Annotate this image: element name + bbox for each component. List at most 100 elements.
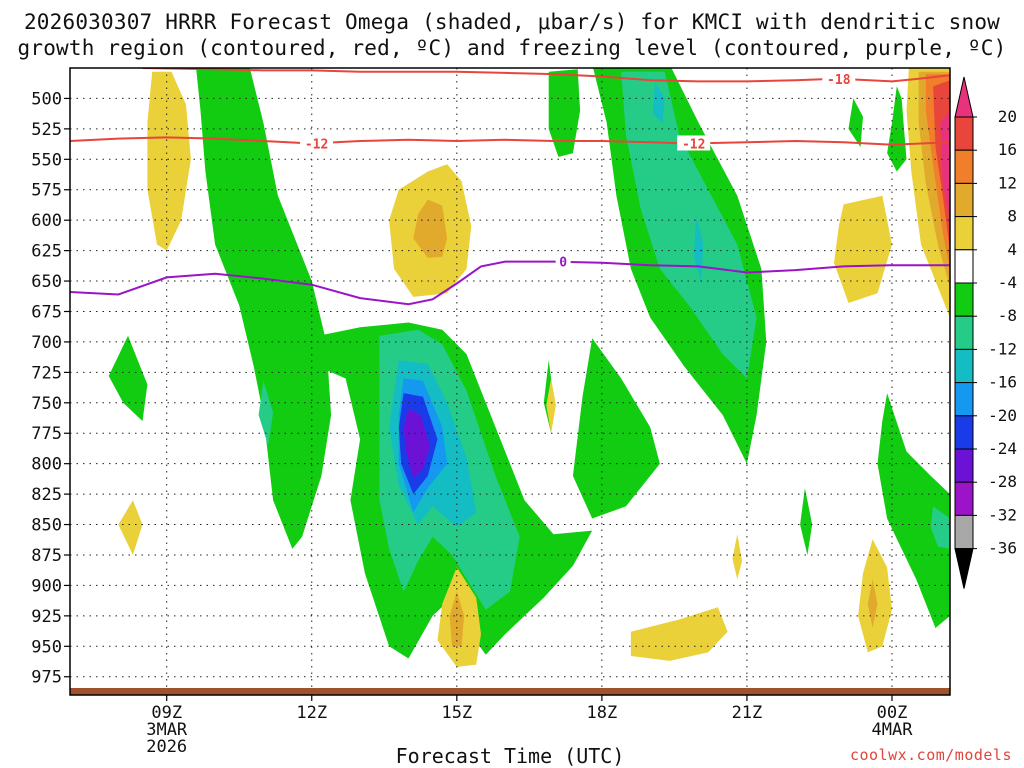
colorbar: 20 16 12 8 4 -4 -8 -12 -16 -20 -24 -28 -32 -36 <box>954 76 1017 589</box>
colorbar-top-arrow <box>954 76 974 118</box>
omega-region-yellow-sliver-17z <box>546 378 556 434</box>
y-tick-label-800: 800 <box>31 455 62 475</box>
colorbar-segment-8 <box>954 348 974 384</box>
omega-region-magenta-right-edge <box>940 110 950 221</box>
colorbar-segment-2 <box>954 149 974 184</box>
colorbar-segment-1 <box>954 116 974 151</box>
contour-label-bg <box>300 135 334 151</box>
colorbar-label--36: -36 <box>988 539 1017 558</box>
y-tick-label-850: 850 <box>31 516 62 536</box>
y-tick-label-925: 925 <box>31 607 62 627</box>
x-tick-label-09Z: 09Z <box>151 703 182 723</box>
contour-label-bg <box>822 70 856 86</box>
omega-region-yellow-left <box>147 71 191 251</box>
x-tick-year-09Z: 2026 <box>146 737 187 757</box>
contour-freezing_level <box>70 260 950 306</box>
y-axis: 500 525 550 575 600 625 650 675 700 725 750 775 800 8… <box>31 89 70 688</box>
contour-label-text: -12 <box>305 137 328 152</box>
colorbar-segment-6 <box>954 282 974 317</box>
plot-frame <box>69 67 951 696</box>
omega-shaded-layer <box>108 68 950 667</box>
colorbar-segment-13 <box>954 514 974 550</box>
colorbar-segment-10 <box>954 415 974 450</box>
colorbar-label-16: 16 <box>998 140 1017 159</box>
colorbar-label--32: -32 <box>988 505 1017 524</box>
omega-region-yellow-right-mid <box>834 195 892 303</box>
omega-region-teal-big-right <box>621 71 757 379</box>
omega-region-green-small-left <box>108 335 148 422</box>
contour-label-text: -18 <box>827 73 851 88</box>
contour-label-dgz_minus12-1: -12 <box>677 135 711 152</box>
y-tick-label-600: 600 <box>31 211 62 231</box>
colorbar-label--20: -20 <box>988 406 1017 425</box>
chart-title-line-1: 2026030307 HRRR Forecast Omega (shaded, … <box>23 10 1001 34</box>
omega-region-teal-left-spot <box>258 380 274 446</box>
colorbar-label-8: 8 <box>1007 207 1017 226</box>
grid-layer <box>70 68 950 695</box>
colorbar-label--28: -28 <box>988 472 1017 491</box>
colorbar-segment-5 <box>954 249 974 284</box>
x-tick-label-00Z: 00Z <box>877 703 908 723</box>
contour-label-bg <box>555 253 571 269</box>
colorbar-segment-3 <box>954 182 974 218</box>
watermark: coolwx.com/models <box>849 746 1012 764</box>
x-tick-sublabel-00Z: 4MAR <box>872 720 914 740</box>
x-tick-label-15Z: 15Z <box>441 703 472 723</box>
y-tick-label-775: 775 <box>31 424 62 444</box>
x-axis-title: Forecast Time (UTC) <box>395 744 625 768</box>
y-tick-label-525: 525 <box>31 120 62 140</box>
colorbar-segment-12 <box>954 481 974 516</box>
omega-region-purple-main <box>403 408 431 479</box>
y-tick-label-625: 625 <box>31 242 62 262</box>
omega-region-orange-center <box>413 199 448 258</box>
y-tick-label-550: 550 <box>31 150 62 170</box>
contour-label-text: 0 <box>559 256 567 271</box>
colorbar-label--4: -4 <box>998 273 1017 292</box>
y-tick-label-750: 750 <box>31 394 62 414</box>
contour-label-dgz_minus18-2: -18 <box>822 70 856 88</box>
contour-dgz_minus12 <box>70 136 950 146</box>
colorbar-label-4: 4 <box>1007 240 1017 259</box>
omega-region-cyan-right-lower <box>693 216 704 282</box>
x-tick-label-21Z: 21Z <box>732 703 763 723</box>
colorbar-label-12: 12 <box>998 173 1017 192</box>
omega-region-green-small-22z-upper <box>848 98 863 148</box>
chart-title-line-2: growth region (contoured, red, ºC) and f… <box>17 36 1007 60</box>
contour-label-text: -12 <box>682 137 705 152</box>
colorbar-segment-7 <box>954 315 974 350</box>
contour-label-dgz_minus12-0: -12 <box>300 135 334 152</box>
omega-region-yellow-small-left <box>118 500 143 555</box>
terrain-surface <box>70 688 950 695</box>
y-tick-label-875: 875 <box>31 546 62 566</box>
x-tick-sublabel-09Z: 3MAR <box>146 720 188 740</box>
y-tick-label-725: 725 <box>31 363 62 383</box>
contour-label-freezing_level-3: 0 <box>555 253 571 271</box>
omega-region-green-mid-18z <box>572 338 660 519</box>
y-tick-label-900: 900 <box>31 576 62 596</box>
contour-label-bg <box>677 135 711 151</box>
omega-region-yellow-bottom-20z <box>630 607 728 661</box>
omega-region-green-small-22z <box>800 488 813 555</box>
contour-layer: -12 -12 -18 0 <box>70 68 950 306</box>
x-tick-label-12Z: 12Z <box>296 703 327 723</box>
y-tick-label-500: 500 <box>31 89 62 109</box>
colorbar-segment-9 <box>954 382 974 417</box>
omega-region-green-large-left <box>196 68 332 549</box>
colorbar-bottom-arrow <box>954 548 974 589</box>
y-tick-label-825: 825 <box>31 485 62 505</box>
colorbar-label-20: 20 <box>998 107 1017 126</box>
colorbar-segment-11 <box>954 448 974 483</box>
colorbar-label--24: -24 <box>988 439 1017 458</box>
omega-region-orange-bottom-15z <box>449 591 465 647</box>
colorbar-label--8: -8 <box>998 306 1017 325</box>
y-tick-label-575: 575 <box>31 181 62 201</box>
y-tick-label-650: 650 <box>31 272 62 292</box>
colorbar-segment-4 <box>954 216 974 251</box>
x-tick-label-18Z: 18Z <box>587 703 618 723</box>
y-tick-label-975: 975 <box>31 668 62 688</box>
omega-region-green-right-lower <box>877 393 950 628</box>
colorbar-label--12: -12 <box>988 339 1017 358</box>
